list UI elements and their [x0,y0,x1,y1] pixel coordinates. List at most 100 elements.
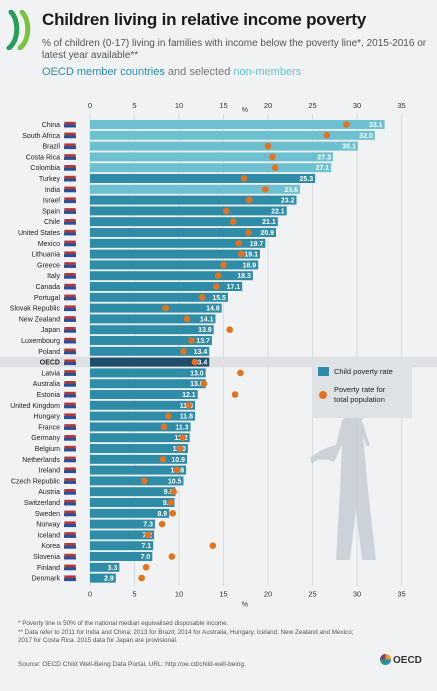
dot-total-population [238,250,245,258]
x-tick-label-top: 25 [308,101,316,110]
flag-icon-stripe [64,502,76,506]
oecd-brand-text: OECD [393,655,422,666]
bar-child-poverty [90,152,333,162]
axis-unit-label-bottom: % [242,601,248,608]
flag-icon-stripe [64,351,76,355]
bar-value-label: 7.1 [141,543,151,550]
country-label: Costa Rica [26,154,60,161]
source-note: Source: OECD Child Well-Being Data Porta… [18,661,246,668]
country-label: Iceland [37,532,60,539]
flag-icon-stripe [64,480,76,484]
bar-value-label: 2.9 [104,576,114,583]
flag-icon-stripe [64,254,76,258]
country-label: France [38,424,60,431]
dot-total-population [214,272,222,279]
bar-child-poverty [90,346,210,356]
x-tick-label-top: 5 [132,101,136,110]
dot-total-population [160,423,168,431]
dot-total-population [271,164,279,171]
flag-icon-stripe [64,221,76,225]
country-label: Ireland [39,468,61,475]
x-tick-label-top: 0 [88,101,92,110]
bar-child-poverty [90,433,190,443]
flag-icon-stripe [64,124,76,128]
country-label: OECD [40,360,60,367]
non-members-label: non-members [233,66,302,78]
page-subtitle: % of children (0-17) living in families … [42,38,427,61]
bar-child-poverty [90,422,191,432]
bar-value-label: 13.0 [190,381,204,388]
country-label: Chile [44,219,60,226]
member-legend-text: OECD member countries and selected non-m… [42,66,301,78]
dot-total-population [198,294,206,301]
bar-child-poverty [90,174,316,183]
bar-value-label: 9.5 [163,500,173,507]
x-tick-label-top: 35 [397,101,405,110]
bar-value-label: 13.0 [190,370,204,377]
bar-value-label: 30.1 [342,144,356,151]
bar-value-label: 20.9 [260,230,274,237]
dot-total-population [245,229,252,236]
bar-value-label: 9.6 [164,489,174,496]
bar-child-poverty [90,552,153,561]
bar-child-poverty [90,336,212,345]
dot-total-population [179,434,186,442]
dot-total-population [231,391,239,398]
flag-icon-stripe [64,232,76,236]
bar-value-label: 8.9 [157,511,167,518]
bar-child-poverty [90,292,228,302]
bar-value-label: 12.1 [182,392,196,399]
bar-child-poverty [90,217,278,227]
flag-icon-stripe [64,534,76,538]
bar-value-label: 21.1 [262,219,276,226]
flag-icon-stripe [64,308,76,312]
x-tick-label-bottom: 15 [219,589,227,598]
dot-total-population [220,261,227,269]
flag-icon-stripe [64,297,76,301]
oecd-circle-icon [380,654,391,665]
x-tick-label-top: 30 [353,101,361,110]
country-label: Greece [37,262,60,269]
bar-child-poverty [90,120,385,129]
bar-child-poverty [90,390,198,399]
country-label: Israel [43,198,61,205]
footnote-poverty-line: * Poverty line is 50% of the national me… [18,620,229,627]
bar-child-poverty [90,508,170,518]
dot-total-population [264,142,272,150]
dot-total-population [140,477,148,485]
dot-total-population [222,207,230,215]
flag-icon-stripe [64,146,76,150]
country-label: Denmark [32,576,61,583]
x-tick-label-bottom: 30 [353,589,361,598]
bar-value-label: 27.1 [316,165,330,172]
bar-value-label: 11.8 [180,414,193,421]
country-label: Luxembourg [21,338,60,345]
country-label: Japan [41,327,60,334]
flag-icon-stripe [64,556,76,560]
flag-icon-stripe [64,372,76,376]
bar-child-poverty [90,541,154,551]
flag-icon-stripe [64,210,76,214]
country-label: Turkey [39,176,61,183]
bar-child-poverty [90,519,155,529]
bar-value-label: 19.7 [250,241,264,248]
dot-total-population [213,283,220,290]
dot-total-population [165,412,172,420]
bar-value-label: 22.1 [271,208,285,215]
flag-icon-stripe [64,318,76,322]
bar-value-label: 18.9 [243,262,257,269]
bar-value-label: 13.7 [196,338,210,345]
flag-icon-stripe [64,459,76,463]
country-label: India [45,187,60,194]
bar-value-label: 23.6 [284,187,298,194]
country-label: New Zealand [19,316,60,323]
dot-total-population [235,240,242,247]
flag-icon-stripe [64,362,76,366]
country-label: Brazil [42,144,60,151]
country-label: Hungary [34,414,61,421]
country-label: Switzerland [24,500,60,507]
bar-child-poverty [90,206,287,216]
flag-icon-stripe [64,448,76,452]
footnote-data-years: ** Data refer to 2011 for India and Chin… [18,628,354,636]
dot-total-population [168,553,176,560]
